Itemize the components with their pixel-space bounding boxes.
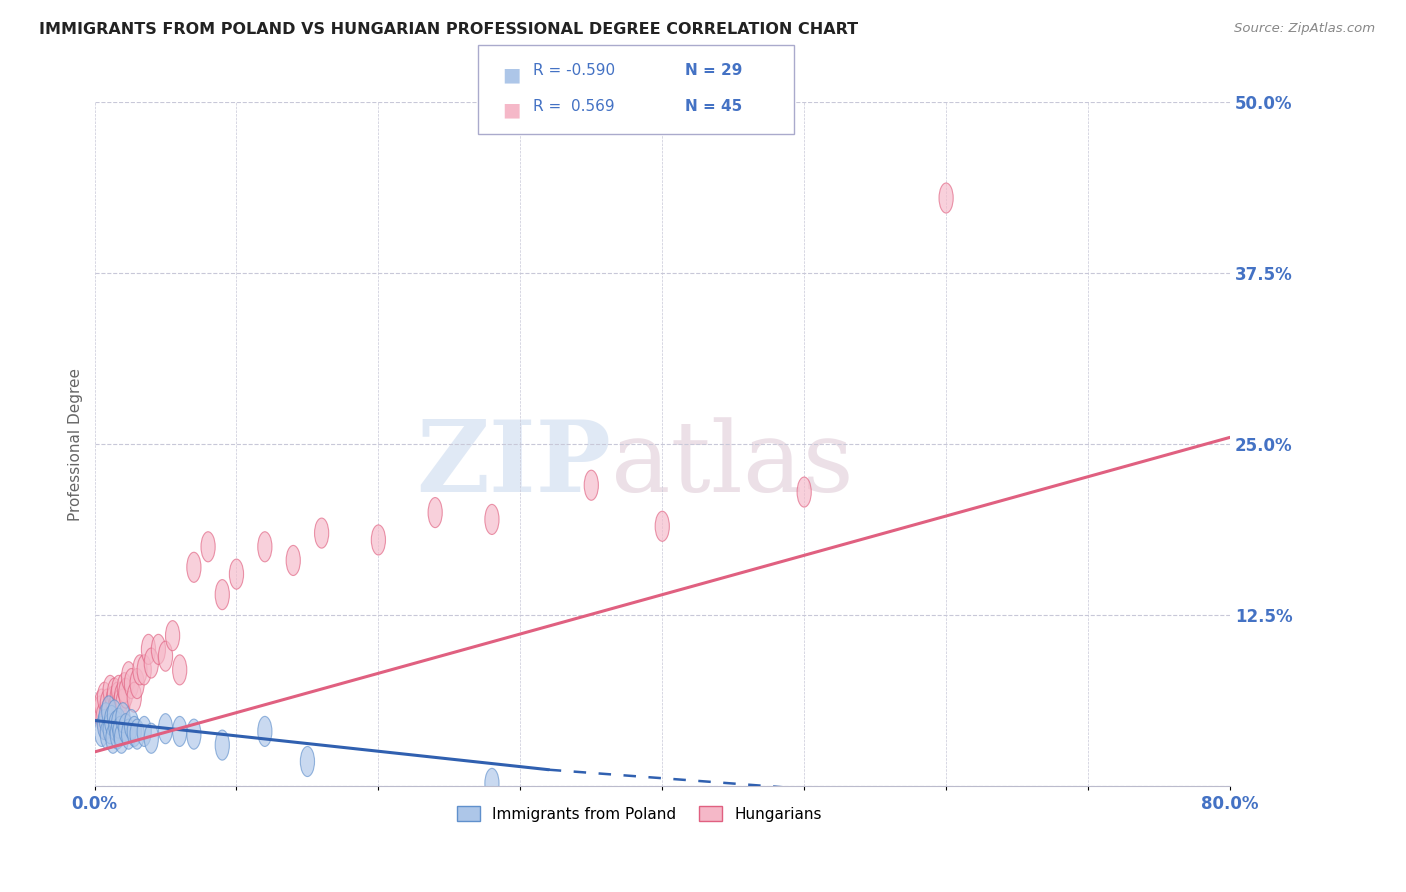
Ellipse shape — [97, 709, 111, 739]
Ellipse shape — [159, 641, 173, 672]
Ellipse shape — [129, 719, 145, 749]
Ellipse shape — [117, 673, 131, 703]
Ellipse shape — [287, 545, 301, 575]
Ellipse shape — [138, 655, 152, 685]
Text: N = 29: N = 29 — [685, 63, 742, 78]
Ellipse shape — [129, 668, 145, 698]
Ellipse shape — [797, 477, 811, 508]
Ellipse shape — [112, 689, 127, 719]
Ellipse shape — [93, 696, 107, 726]
Y-axis label: Professional Degree: Professional Degree — [69, 368, 83, 521]
Ellipse shape — [173, 716, 187, 747]
Ellipse shape — [114, 723, 128, 754]
Ellipse shape — [145, 648, 159, 678]
Ellipse shape — [94, 689, 108, 719]
Ellipse shape — [101, 696, 115, 726]
Ellipse shape — [427, 498, 443, 528]
Ellipse shape — [100, 719, 114, 749]
Ellipse shape — [485, 504, 499, 534]
Ellipse shape — [215, 580, 229, 610]
Ellipse shape — [152, 634, 166, 665]
Text: Source: ZipAtlas.com: Source: ZipAtlas.com — [1234, 22, 1375, 36]
Ellipse shape — [127, 716, 142, 747]
Ellipse shape — [173, 655, 187, 685]
Ellipse shape — [105, 723, 120, 754]
Ellipse shape — [187, 719, 201, 749]
Ellipse shape — [114, 682, 128, 713]
Ellipse shape — [257, 532, 271, 562]
Text: IMMIGRANTS FROM POLAND VS HUNGARIAN PROFESSIONAL DEGREE CORRELATION CHART: IMMIGRANTS FROM POLAND VS HUNGARIAN PROF… — [39, 22, 859, 37]
Ellipse shape — [111, 675, 125, 706]
Text: ZIP: ZIP — [416, 417, 612, 513]
Text: atlas: atlas — [612, 417, 853, 513]
Ellipse shape — [485, 768, 499, 798]
Ellipse shape — [585, 470, 599, 500]
Ellipse shape — [108, 692, 122, 722]
Ellipse shape — [159, 714, 173, 744]
Ellipse shape — [108, 711, 122, 741]
Ellipse shape — [121, 719, 136, 749]
Ellipse shape — [98, 703, 112, 733]
Ellipse shape — [201, 532, 215, 562]
Ellipse shape — [315, 518, 329, 549]
Ellipse shape — [229, 559, 243, 590]
Ellipse shape — [107, 700, 121, 730]
Ellipse shape — [121, 662, 136, 692]
Ellipse shape — [112, 716, 127, 747]
Ellipse shape — [118, 714, 132, 744]
Ellipse shape — [97, 682, 111, 713]
Ellipse shape — [107, 678, 121, 708]
Ellipse shape — [104, 706, 118, 736]
Ellipse shape — [104, 706, 118, 736]
Ellipse shape — [301, 747, 315, 777]
Text: N = 45: N = 45 — [685, 99, 742, 114]
Ellipse shape — [124, 668, 139, 698]
Ellipse shape — [96, 703, 110, 733]
Ellipse shape — [105, 686, 120, 716]
Ellipse shape — [124, 709, 139, 739]
Ellipse shape — [103, 714, 117, 744]
Text: R = -0.590: R = -0.590 — [533, 63, 614, 78]
Ellipse shape — [187, 552, 201, 582]
Ellipse shape — [110, 682, 124, 713]
Ellipse shape — [110, 719, 124, 749]
Ellipse shape — [138, 716, 152, 747]
Text: ■: ■ — [502, 65, 520, 84]
Ellipse shape — [132, 655, 148, 685]
Legend: Immigrants from Poland, Hungarians: Immigrants from Poland, Hungarians — [451, 799, 828, 828]
Ellipse shape — [100, 689, 114, 719]
Text: ■: ■ — [502, 101, 520, 120]
Ellipse shape — [371, 524, 385, 555]
Ellipse shape — [101, 696, 115, 726]
Ellipse shape — [115, 689, 129, 719]
Ellipse shape — [103, 675, 117, 706]
Ellipse shape — [115, 703, 129, 733]
Ellipse shape — [111, 708, 125, 739]
Ellipse shape — [94, 716, 108, 747]
Ellipse shape — [118, 678, 132, 708]
Ellipse shape — [215, 730, 229, 760]
Ellipse shape — [145, 723, 159, 754]
Ellipse shape — [655, 511, 669, 541]
Ellipse shape — [98, 709, 112, 739]
Ellipse shape — [142, 634, 156, 665]
Ellipse shape — [127, 682, 142, 713]
Ellipse shape — [939, 183, 953, 213]
Ellipse shape — [166, 621, 180, 651]
Ellipse shape — [257, 716, 271, 747]
Text: R =  0.569: R = 0.569 — [533, 99, 614, 114]
